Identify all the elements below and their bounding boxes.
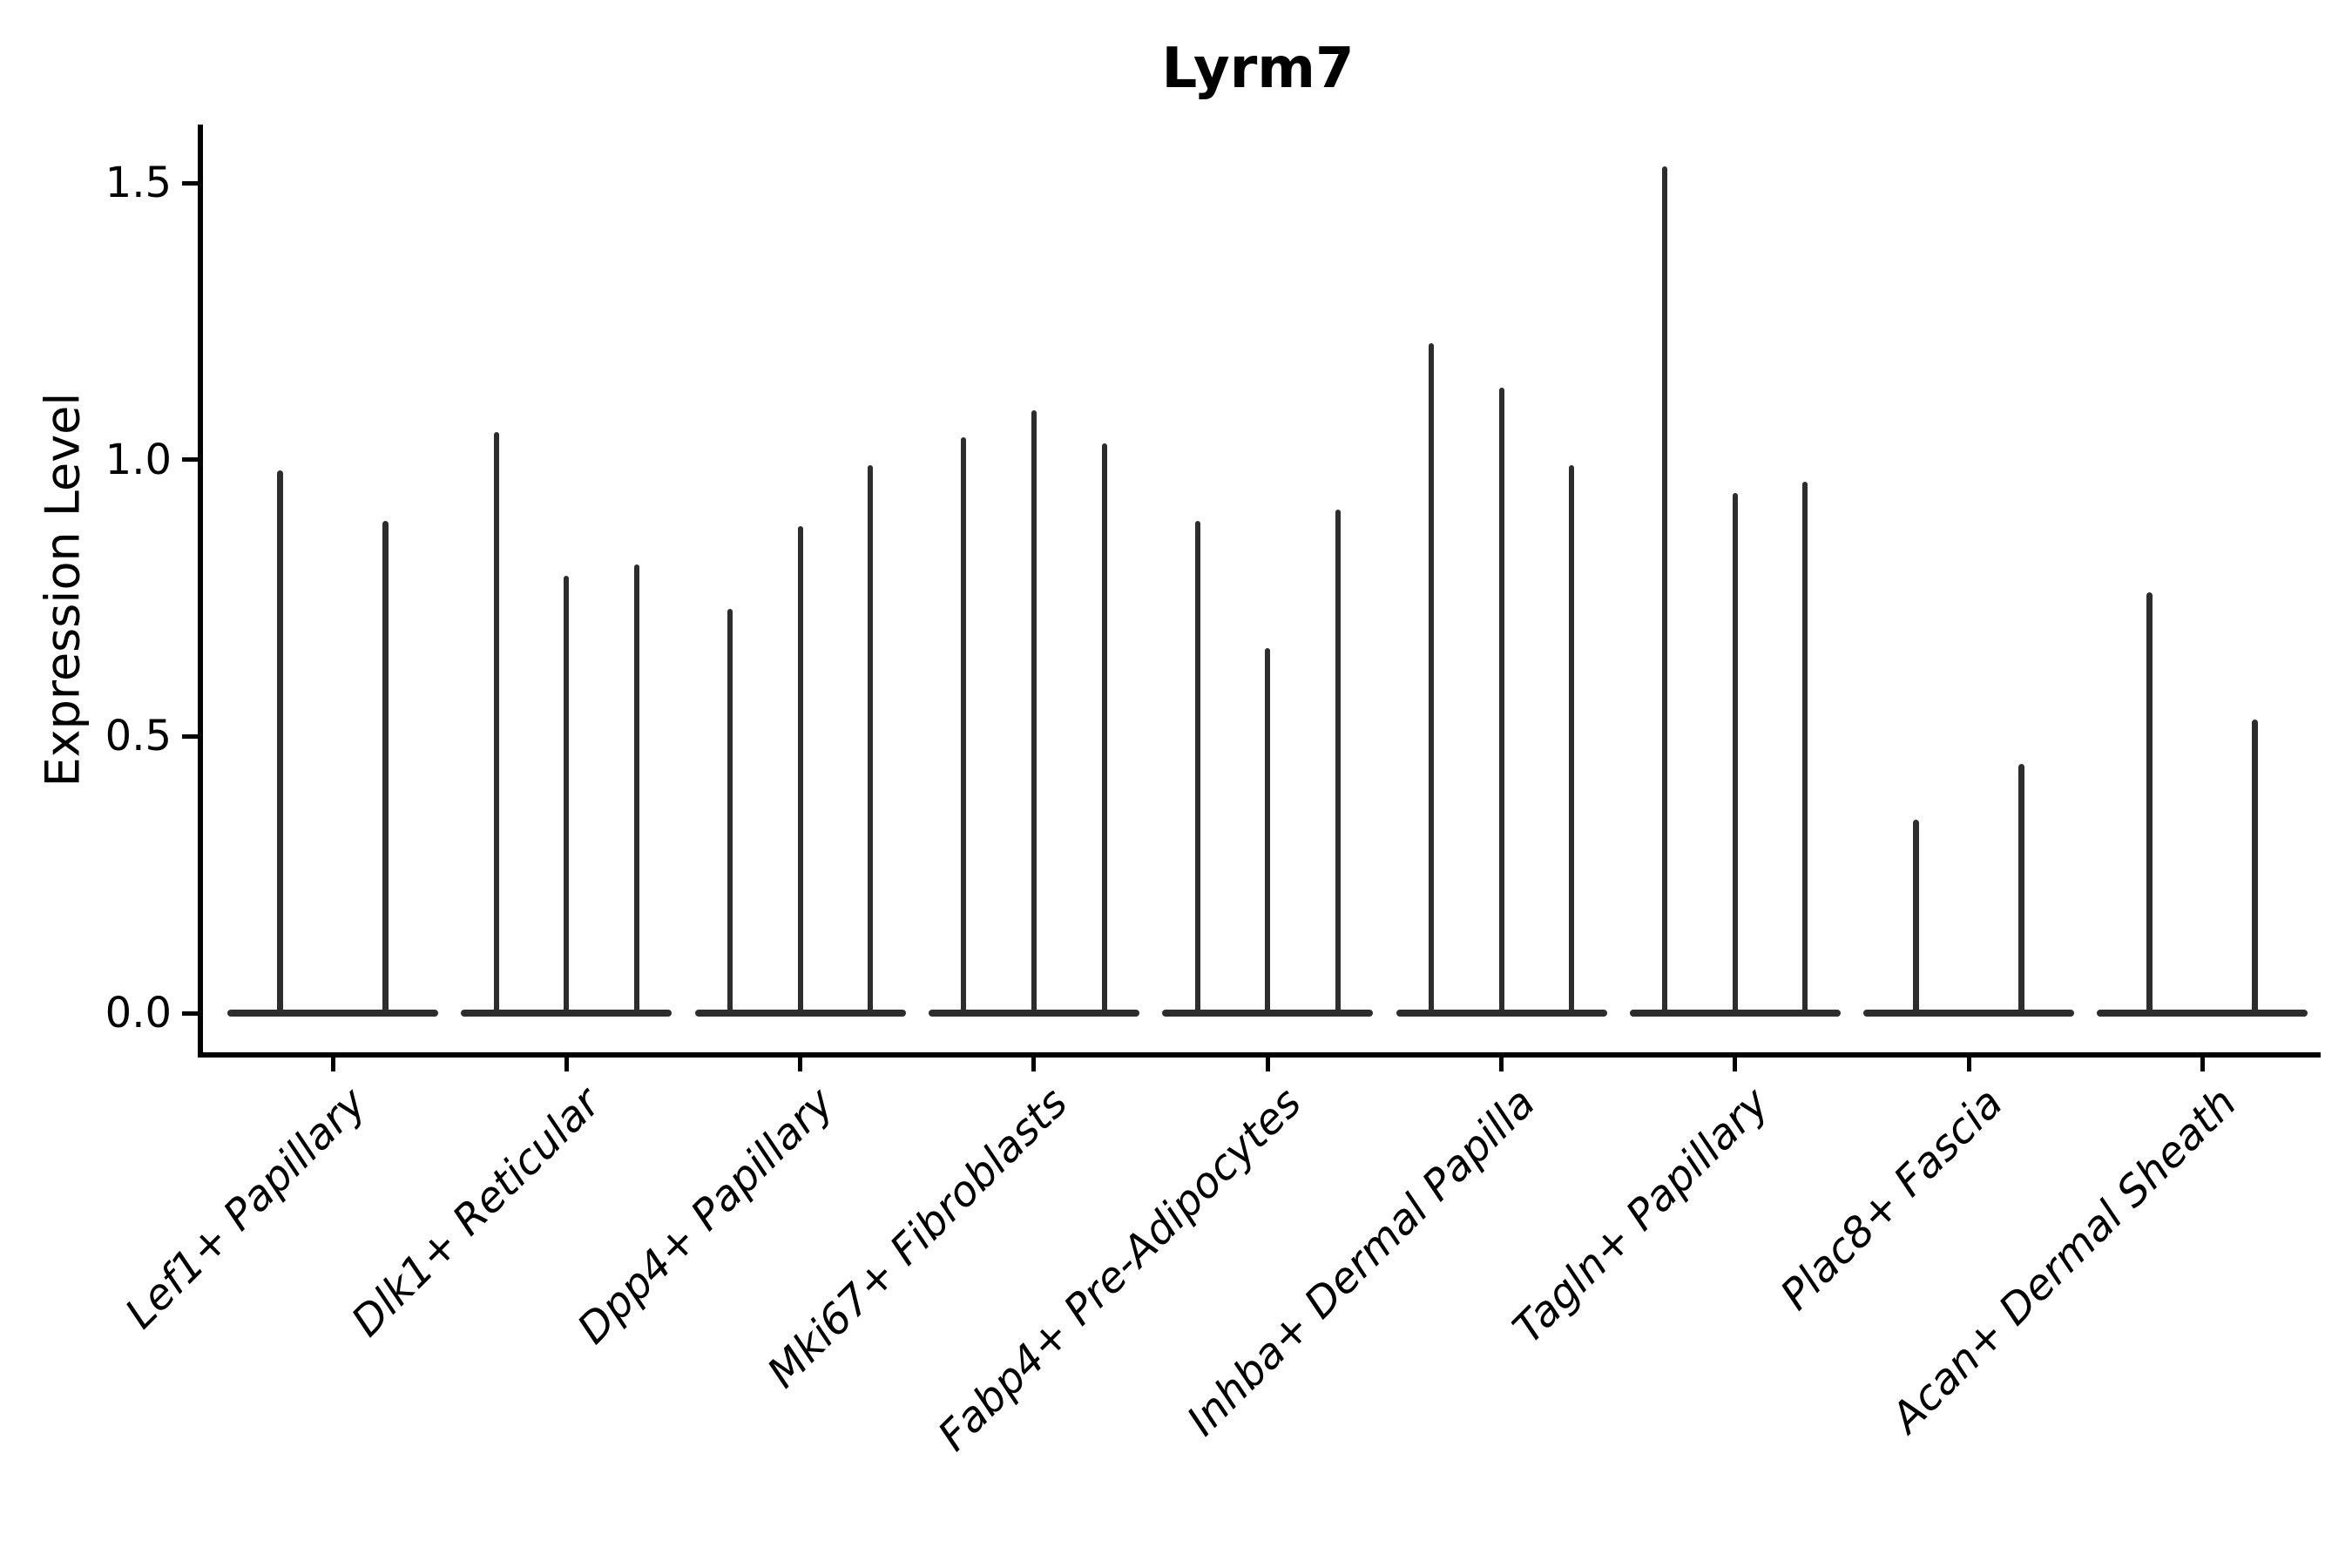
y-tick-label: 0.5 bbox=[105, 712, 172, 761]
x-tick-mark bbox=[1499, 1058, 1504, 1071]
x-tick-label-text: Dlk1+ Reticular bbox=[341, 1078, 610, 1347]
y-tick-mark bbox=[182, 457, 198, 463]
x-tick-mark bbox=[330, 1058, 335, 1071]
x-tick-mark bbox=[2200, 1058, 2205, 1071]
violin-spike bbox=[1802, 482, 1808, 1015]
violin-spike bbox=[868, 465, 874, 1015]
violin-spike bbox=[564, 576, 570, 1015]
violin-spike bbox=[2252, 720, 2259, 1015]
violin-spike bbox=[1031, 409, 1037, 1015]
y-tick-mark bbox=[182, 1010, 198, 1016]
x-tick-mark bbox=[798, 1058, 803, 1071]
x-tick-mark bbox=[1733, 1058, 1738, 1071]
violin-spike bbox=[1194, 520, 1200, 1015]
violin-spike bbox=[1265, 647, 1271, 1015]
violin-spike bbox=[2146, 592, 2153, 1015]
violin-spike bbox=[1569, 465, 1575, 1015]
y-tick-label: 1.0 bbox=[105, 435, 172, 484]
violin-spike bbox=[382, 520, 389, 1015]
chart-title: Lyrm7 bbox=[1161, 37, 1355, 101]
violin-spike bbox=[1428, 343, 1434, 1015]
x-tick-mark bbox=[1031, 1058, 1037, 1071]
violin-spike bbox=[633, 564, 639, 1015]
violin-base bbox=[227, 1010, 438, 1017]
y-tick-label: 0.0 bbox=[105, 989, 172, 1037]
violin-spike bbox=[1101, 443, 1107, 1015]
violin-spike bbox=[1498, 388, 1504, 1015]
violin-spike bbox=[1913, 819, 1920, 1015]
violin-spike bbox=[2018, 764, 2025, 1015]
bottom-axis-spine bbox=[198, 1052, 2321, 1058]
x-tick-label-text: Plac8+ Fascia bbox=[1771, 1078, 2012, 1320]
violin-base bbox=[1863, 1010, 2075, 1017]
x-tick-mark bbox=[564, 1058, 569, 1071]
violin-spike bbox=[797, 525, 803, 1015]
y-tick-label: 1.5 bbox=[105, 159, 172, 208]
y-tick-mark bbox=[182, 733, 198, 739]
violin-spike bbox=[1335, 509, 1341, 1015]
violin-base bbox=[2097, 1010, 2308, 1017]
x-tick-label-text: Lef1+ Papillary bbox=[116, 1078, 376, 1339]
violin-spike bbox=[1732, 492, 1738, 1015]
violin-spike bbox=[961, 437, 967, 1015]
x-tick-mark bbox=[1265, 1058, 1270, 1071]
y-tick-mark bbox=[182, 180, 198, 186]
violin-spike bbox=[277, 470, 283, 1015]
left-axis-spine bbox=[198, 125, 203, 1058]
x-tick-mark bbox=[1966, 1058, 1971, 1071]
x-tick-label-text: Dpp4+ Papillary bbox=[568, 1078, 844, 1354]
violin-spike bbox=[727, 609, 733, 1015]
x-tick-label-text: Tagln+ Papillary bbox=[1504, 1078, 1779, 1354]
violin-spike bbox=[493, 431, 499, 1015]
violin-spike bbox=[1662, 166, 1668, 1015]
